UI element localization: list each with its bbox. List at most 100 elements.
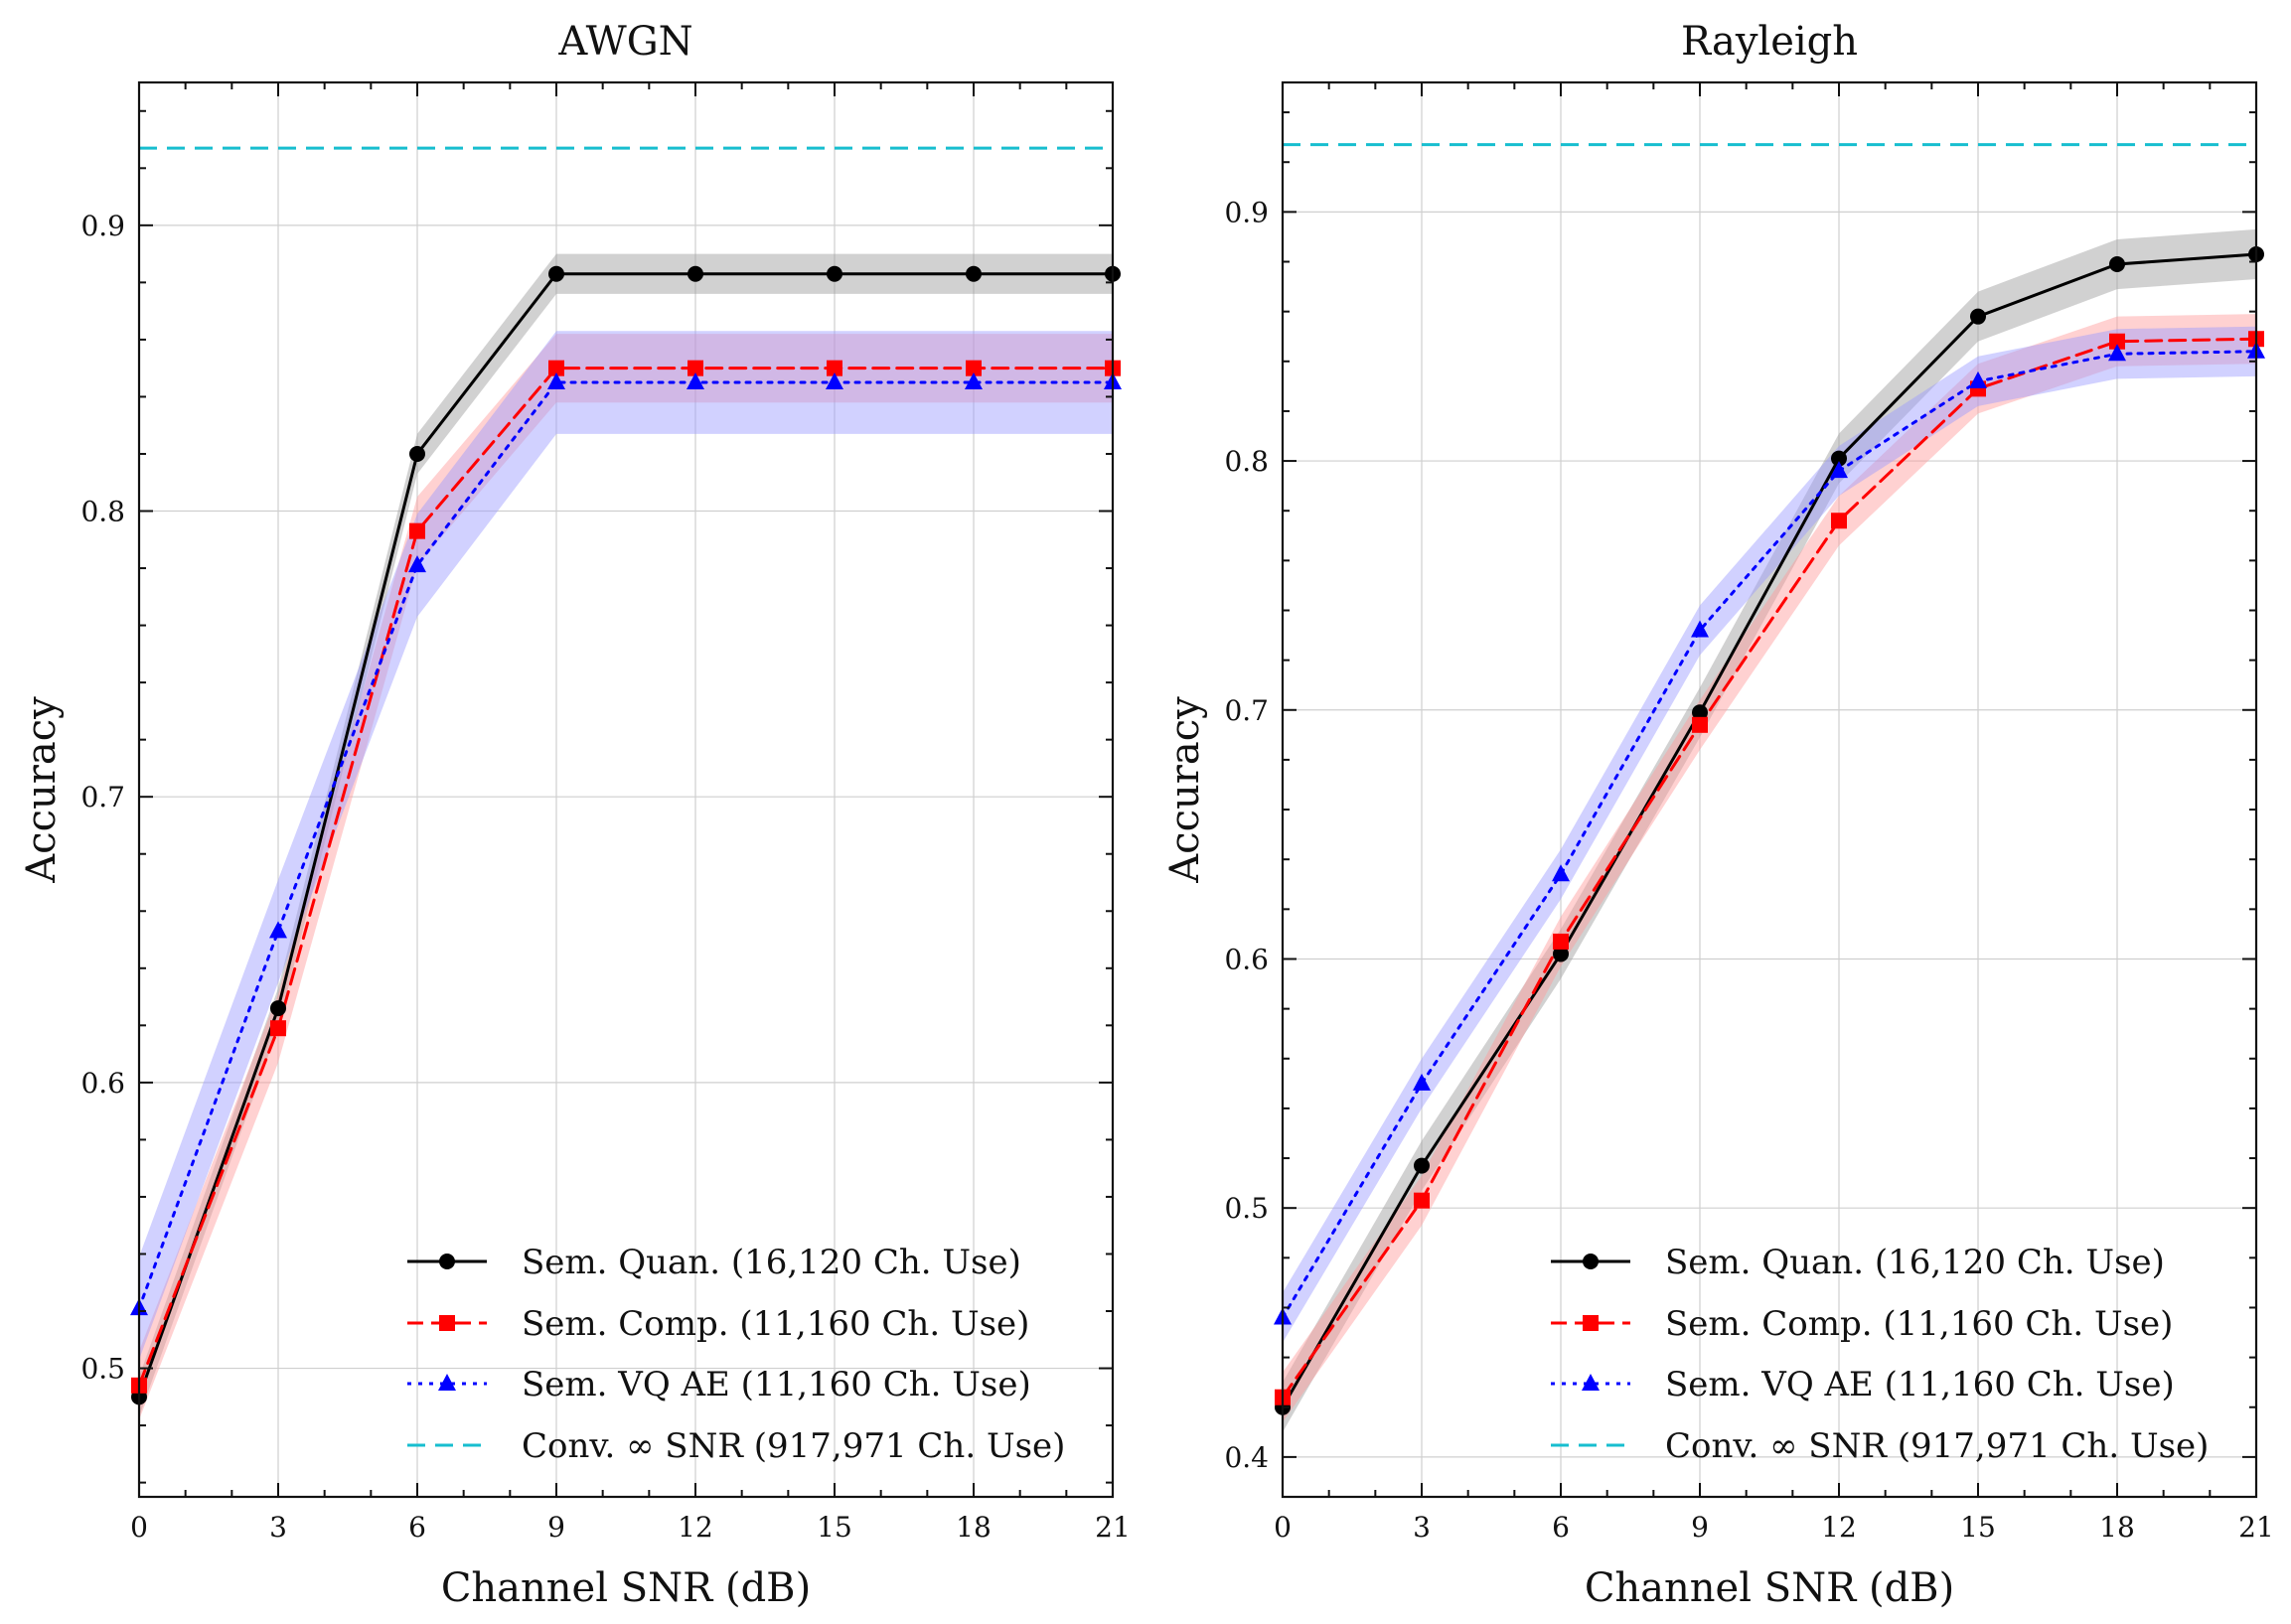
legend-label-3: Conv. ∞ SNR (917,971 Ch. Use) (1665, 1426, 2209, 1466)
series-2-point (408, 555, 426, 573)
series-0-point (1414, 1157, 1430, 1174)
x-tick-label: 3 (269, 1511, 287, 1544)
y-tick-label: 0.7 (1224, 694, 1269, 727)
x-tick-label: 21 (2238, 1511, 2274, 1544)
series-0-point (1553, 946, 1569, 962)
series-band-2 (1283, 326, 2256, 1343)
series-2-point (2108, 344, 2126, 362)
series-0-point (966, 265, 982, 282)
legend-label-1: Sem. Comp. (11,160 Ch. Use) (1665, 1304, 2173, 1344)
series-0-point (2109, 256, 2125, 273)
tick-marks (1282, 82, 2257, 1497)
y-tick-label: 0.7 (80, 781, 125, 813)
series-1-point (548, 360, 564, 376)
series-0-point (1692, 704, 1708, 721)
series-line-1 (139, 367, 1113, 1388)
series-1-point (687, 360, 703, 376)
series-1-point (270, 1020, 286, 1037)
series-2-point (269, 921, 287, 939)
legend-label-2: Sem. VQ AE (11,160 Ch. Use) (522, 1365, 1031, 1404)
series-2-point (1413, 1073, 1431, 1091)
series-1-point (827, 360, 842, 376)
series-2-point (1691, 620, 1709, 638)
chart-panel-rayleigh: 0 3 6 9 12 15 18 21 0.4 0.5 0.6 0.7 0.8 0.9 Rayleigh Ch… (1162, 19, 2274, 1611)
chart-panel-awgn: 0 3 6 9 12 15 18 21 0.5 0.6 0.7 0.8 0.9 AWGN Channel S… (19, 19, 1131, 1611)
series-2-point (687, 372, 704, 390)
series-1-point (966, 360, 982, 376)
axes-frame (1281, 80, 2258, 1499)
x-tick-label: 15 (1960, 1511, 1996, 1544)
series-0-point (1831, 450, 1847, 467)
y-tick-label: 0.8 (80, 496, 125, 528)
plot-area (1283, 143, 2256, 1432)
x-tick-label: 9 (1691, 1511, 1709, 1544)
series-0-point (687, 265, 703, 282)
legend-marker-1 (1583, 1315, 1599, 1331)
series-0-point (548, 265, 564, 282)
x-tick-label: 0 (1274, 1511, 1292, 1544)
series-2-point (547, 372, 565, 390)
plot-area (139, 146, 1113, 1420)
x-tick-label: 6 (408, 1511, 426, 1544)
series-line-2 (139, 380, 1113, 1310)
series-1-point (1692, 716, 1708, 733)
series-2-point (826, 372, 843, 390)
legend-marker-1 (439, 1315, 455, 1331)
x-tick-label: 15 (817, 1511, 852, 1544)
series-band-2 (139, 331, 1113, 1360)
series-0-point (1970, 308, 1986, 325)
tick-marks (138, 82, 1114, 1497)
series-1-point (1553, 933, 1569, 950)
y-axis-label: Accuracy (19, 696, 65, 884)
legend-label-1: Sem. Comp. (11,160 Ch. Use) (522, 1304, 1029, 1344)
legend-label-3: Conv. ∞ SNR (917,971 Ch. Use) (522, 1426, 1065, 1466)
legend-label-0: Sem. Quan. (16,120 Ch. Use) (1665, 1243, 2165, 1282)
series-line-2 (1283, 350, 2256, 1319)
series-0-point (270, 1000, 286, 1017)
gridlines (138, 82, 1114, 1497)
series-1-point (1414, 1192, 1430, 1209)
legend-marker-0 (1583, 1254, 1599, 1269)
x-tick-label: 18 (2099, 1511, 2135, 1544)
series-0-point (409, 445, 425, 462)
x-tick-label: 12 (1821, 1511, 1857, 1544)
legend-label-2: Sem. VQ AE (11,160 Ch. Use) (1665, 1365, 2175, 1404)
y-tick-label: 0.6 (80, 1067, 125, 1100)
series-1-point (1831, 513, 1847, 529)
x-tick-label: 3 (1413, 1511, 1431, 1544)
series-line-0 (139, 272, 1113, 1399)
legend-marker-2 (438, 1374, 456, 1391)
series-2-point (1969, 370, 1987, 388)
y-tick-label: 0.8 (1224, 445, 1269, 478)
series-line-1 (1283, 337, 2256, 1400)
chart-title: AWGN (557, 19, 692, 65)
legend: Sem. Quan. (16,120 Ch. Use) Sem. Comp. (1… (407, 1243, 1065, 1466)
x-tick-label: 6 (1552, 1511, 1570, 1544)
x-tick-label: 12 (678, 1511, 713, 1544)
chart-title: Rayleigh (1681, 19, 1858, 65)
gridlines (1282, 82, 2257, 1497)
series-0-point (827, 265, 842, 282)
x-tick-label: 9 (547, 1511, 565, 1544)
legend: Sem. Quan. (16,120 Ch. Use) Sem. Comp. (1… (1551, 1243, 2209, 1466)
y-tick-label: 0.5 (1224, 1192, 1269, 1225)
series-line-0 (1283, 252, 2256, 1409)
y-tick-label: 0.9 (1224, 196, 1269, 228)
x-axis-label: Channel SNR (dB) (1585, 1565, 1954, 1611)
series-2-point (1552, 864, 1570, 882)
legend-marker-2 (1582, 1374, 1600, 1391)
series-1-point (2109, 333, 2125, 350)
axes-frame (137, 80, 1115, 1499)
legend-marker-0 (439, 1254, 455, 1269)
x-tick-label: 0 (130, 1511, 148, 1544)
x-tick-label: 21 (1095, 1511, 1131, 1544)
y-tick-label: 0.5 (80, 1353, 125, 1386)
x-axis-label: Channel SNR (dB) (441, 1565, 811, 1611)
y-axis-label: Accuracy (1162, 696, 1208, 884)
y-tick-label: 0.9 (80, 210, 125, 242)
x-tick-label: 18 (956, 1511, 992, 1544)
legend-label-0: Sem. Quan. (16,120 Ch. Use) (522, 1243, 1021, 1282)
series-2-point (1830, 461, 1848, 479)
y-tick-label: 0.4 (1224, 1441, 1269, 1474)
